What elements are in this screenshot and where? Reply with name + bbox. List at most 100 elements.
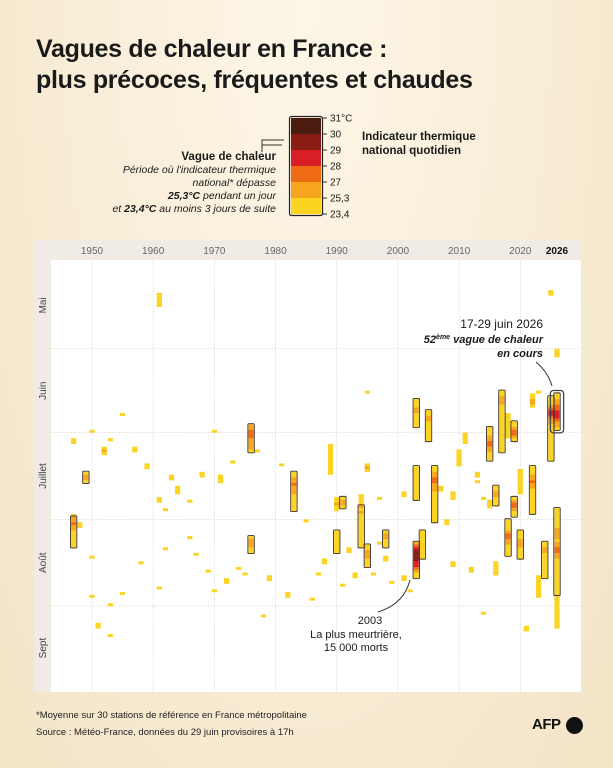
heat-cell	[95, 625, 101, 629]
x-tick-1980: 1980	[264, 246, 287, 257]
heat-cell	[383, 541, 389, 545]
event-outline	[382, 529, 390, 549]
legend-def-line3: 25,3°C pendant un jour	[167, 190, 277, 202]
heat-cell	[425, 435, 432, 439]
heat-cell	[542, 561, 548, 565]
heat-cell	[187, 499, 193, 503]
heat-cell	[529, 477, 536, 481]
event-outline	[498, 389, 506, 454]
heat-cell	[364, 558, 370, 562]
heat-cell	[156, 292, 162, 296]
heat-cell	[334, 538, 340, 542]
heat-cell	[168, 477, 175, 481]
heat-cell	[554, 519, 560, 523]
heat-cell	[554, 592, 560, 596]
heat-cell	[517, 474, 523, 478]
heat-cell	[529, 480, 536, 484]
heat-cell	[529, 505, 536, 509]
heat-cell	[413, 555, 419, 559]
heat-cell	[101, 449, 107, 453]
heat-cell	[487, 427, 493, 430]
y-month-labels: Mai Juin Juillet Août Sept	[38, 297, 49, 658]
heat-cell	[554, 606, 560, 610]
heat-cell	[505, 435, 511, 439]
heat-cell	[511, 438, 517, 442]
heat-cell	[432, 466, 438, 470]
heat-cell	[383, 558, 389, 562]
heat-cell	[511, 432, 517, 436]
legend-swatch-4	[291, 182, 321, 198]
heat-cell	[71, 533, 77, 537]
heat-cell	[248, 538, 254, 542]
heat-cell	[248, 441, 254, 444]
heat-cell	[321, 558, 328, 562]
heat-cell	[89, 429, 95, 433]
heat-cell	[413, 547, 419, 551]
heat-cell	[383, 538, 389, 542]
heat-cell	[505, 552, 511, 556]
heat-cell	[548, 455, 554, 458]
heat-cell	[554, 622, 560, 626]
heat-cell	[266, 578, 273, 582]
heat-cell	[529, 485, 536, 489]
heat-cell	[71, 538, 77, 542]
heat-cell	[358, 505, 364, 509]
annotation-2003-line2: La plus meurtrière,	[310, 629, 402, 641]
heat-cell	[71, 438, 77, 442]
heat-cell	[444, 519, 450, 523]
heat-cell	[536, 580, 542, 584]
annotation-current-wave: 17-29 juin 2026 52ème vague de chaleur e…	[424, 317, 544, 360]
heat-cell	[432, 488, 438, 492]
heat-cell	[413, 541, 419, 545]
annotation-current-line2-rest: vague de chaleur	[450, 334, 544, 346]
heat-cell	[334, 541, 340, 545]
heat-cell	[376, 541, 383, 545]
heat-cell	[83, 474, 89, 478]
heat-cell	[511, 496, 517, 500]
source-note: Source : Météo-France, données du 29 jui…	[36, 727, 294, 738]
heat-cell	[77, 524, 83, 528]
heat-cell	[413, 544, 419, 548]
heat-cell	[425, 424, 432, 428]
heat-cell	[554, 569, 560, 573]
heat-cell	[529, 510, 536, 514]
heat-cell	[499, 396, 505, 400]
heat-cell	[328, 449, 334, 453]
heat-cell	[554, 625, 560, 629]
heat-cell	[71, 544, 77, 548]
heat-cell	[321, 561, 328, 565]
heat-cell	[493, 572, 499, 576]
legend-swatch-5	[291, 198, 321, 214]
event-outline	[516, 529, 524, 560]
event-outline	[528, 465, 537, 515]
heat-cell	[413, 488, 419, 492]
heat-cell	[401, 578, 407, 582]
heat-cell	[328, 460, 334, 464]
heat-cell	[499, 421, 505, 425]
heat-cell	[542, 547, 548, 551]
heat-cell	[340, 583, 346, 587]
heat-cell	[407, 589, 413, 593]
heat-cell	[450, 561, 456, 565]
event-outline	[492, 484, 500, 507]
heat-cell	[505, 527, 511, 531]
heat-cell	[291, 471, 297, 475]
heat-cell	[248, 424, 254, 428]
heat-cell	[554, 617, 560, 621]
x-axis-band	[34, 240, 581, 260]
heat-cell	[432, 469, 438, 472]
heat-cell	[432, 513, 438, 517]
heat-cell	[499, 404, 505, 408]
heat-cell	[230, 460, 236, 464]
heat-cell	[554, 597, 560, 601]
heat-cell	[291, 485, 297, 489]
heat-cell	[450, 496, 456, 500]
heat-cell	[505, 429, 511, 433]
heat-cell	[217, 480, 224, 484]
heat-cell	[554, 508, 560, 512]
heat-cell	[554, 533, 560, 537]
heat-cell	[511, 421, 517, 425]
heat-cell	[419, 538, 425, 542]
heat-cell	[364, 564, 370, 568]
heat-cell	[529, 494, 536, 498]
